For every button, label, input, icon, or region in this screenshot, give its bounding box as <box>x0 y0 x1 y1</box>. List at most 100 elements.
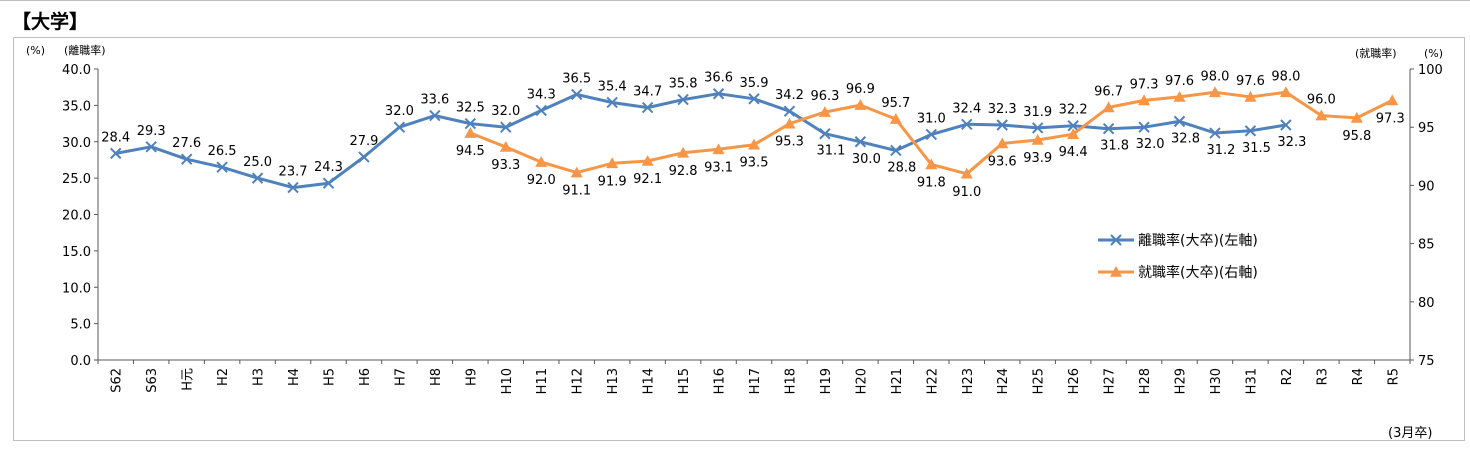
data-label: 32.3 <box>1277 135 1306 150</box>
data-point-x <box>1244 125 1257 137</box>
data-label: 24.3 <box>314 160 343 175</box>
data-label: 93.6 <box>988 154 1017 169</box>
left-tick-label: 15.0 <box>62 245 91 260</box>
left-tick-label: 40.0 <box>62 63 91 78</box>
data-label: 93.5 <box>740 156 769 171</box>
data-label: 33.6 <box>420 93 449 108</box>
left-tick-label: 35.0 <box>62 99 91 114</box>
data-point-triangle <box>1031 134 1044 145</box>
data-label: 23.7 <box>279 165 308 180</box>
data-label: 32.0 <box>491 104 520 119</box>
data-label: 28.8 <box>887 160 916 175</box>
data-point-triangle <box>1315 109 1328 121</box>
data-point-triangle <box>1386 94 1399 106</box>
data-point-triangle <box>1208 86 1221 98</box>
data-point-triangle <box>1244 90 1257 102</box>
data-label: 30.0 <box>852 152 881 167</box>
right-axis-label: (就職率) <box>1355 46 1397 60</box>
data-label: 25.0 <box>243 155 272 170</box>
data-label: 91.8 <box>917 175 946 190</box>
data-point-triangle <box>1173 90 1186 102</box>
x-tick-label: H2 <box>216 368 231 386</box>
left-tick-label: 25.0 <box>62 172 91 187</box>
data-point-triangle <box>1102 101 1115 113</box>
data-point-triangle <box>783 117 796 129</box>
data-point-x <box>1280 119 1292 131</box>
data-point-x <box>393 121 406 133</box>
left-tick-label: 5.0 <box>70 318 91 333</box>
data-point-x <box>819 128 831 140</box>
x-tick-label: H28 <box>1138 368 1153 394</box>
x-tick-label: H17 <box>748 368 763 394</box>
data-point-triangle <box>464 127 477 138</box>
x-tick-label: H15 <box>677 368 692 394</box>
x-tick-label: H25 <box>1032 368 1047 394</box>
x-tick-label: R3 <box>1315 368 1330 385</box>
x-tick-label: H5 <box>322 368 337 386</box>
data-point-triangle <box>818 106 831 117</box>
data-point-triangle <box>854 99 867 110</box>
data-point-x <box>322 177 335 189</box>
data-point-triangle <box>641 154 654 166</box>
x-tick-label: H12 <box>571 368 586 394</box>
footnote: (3月卒) <box>1388 426 1432 441</box>
data-label: 95.8 <box>1342 129 1371 144</box>
legend-label: 就職率(大卒)(右軸) <box>1138 264 1258 281</box>
data-point-x <box>606 96 618 109</box>
legend-label: 離職率(大卒)(左軸) <box>1138 232 1258 249</box>
x-tick-label: H30 <box>1209 368 1224 394</box>
data-label: 31.1 <box>816 144 845 159</box>
data-label: 95.3 <box>775 135 804 150</box>
x-tick-label: S62 <box>110 368 125 393</box>
x-tick-label: H3 <box>252 368 267 386</box>
x-tick-label: H20 <box>854 368 869 394</box>
data-point-x <box>535 104 547 117</box>
data-point-triangle <box>748 138 760 150</box>
data-point-x <box>1067 120 1079 132</box>
right-tick-label: 100 <box>1418 63 1443 78</box>
data-point-x <box>500 121 512 133</box>
data-point-x <box>712 88 725 100</box>
page-heading: 【大学】 <box>12 11 89 33</box>
data-point-triangle <box>960 167 973 179</box>
legend-marker-x <box>1110 234 1122 246</box>
data-label: 36.6 <box>704 71 733 86</box>
data-point-x <box>1138 121 1150 133</box>
right-tick-label: 85 <box>1418 238 1435 253</box>
data-point-x <box>145 141 157 153</box>
data-point-triangle <box>712 143 725 155</box>
data-label: 95.7 <box>881 96 910 111</box>
data-label: 94.4 <box>1059 145 1088 160</box>
data-label: 34.7 <box>633 85 662 100</box>
x-tick-label: H14 <box>642 368 657 394</box>
series-line <box>115 92 1287 190</box>
right-tick-label: 80 <box>1418 296 1435 311</box>
x-tick-label: H18 <box>783 368 798 394</box>
data-label: 32.3 <box>988 102 1017 117</box>
data-label: 27.6 <box>172 136 201 151</box>
x-tick-label: H21 <box>890 368 905 394</box>
left-tick-label: 0.0 <box>70 354 91 369</box>
data-label: 92.0 <box>527 173 556 188</box>
data-label: 97.3 <box>1376 111 1405 126</box>
right-axis-unit: (%) <box>1424 47 1443 60</box>
right-tick-label: 95 <box>1418 121 1435 136</box>
data-label: 35.8 <box>669 77 698 92</box>
data-point-x <box>783 105 796 117</box>
left-tick-label: 30.0 <box>62 136 91 151</box>
data-point-x <box>358 151 370 163</box>
left-axis-label: (離職率) <box>64 43 106 57</box>
data-point-x <box>287 181 299 194</box>
x-tick-label: S63 <box>145 368 160 393</box>
data-label: 31.9 <box>1023 105 1052 120</box>
x-tick-label: H22 <box>925 368 940 394</box>
data-label: 27.9 <box>349 134 378 149</box>
x-tick-label: H31 <box>1244 368 1259 394</box>
data-point-x <box>748 93 760 105</box>
legend-marker-triangle <box>1110 266 1122 277</box>
data-label: 91.0 <box>952 185 981 200</box>
data-point-triangle <box>606 157 619 169</box>
x-tick-label: R5 <box>1386 368 1401 385</box>
x-tick-label: H13 <box>606 368 621 394</box>
data-label: 31.2 <box>1206 143 1235 158</box>
